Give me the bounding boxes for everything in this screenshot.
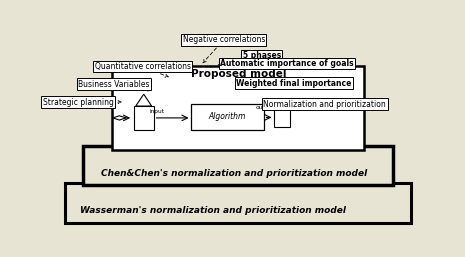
Text: Chen&Chen's normalization and prioritization model: Chen&Chen's normalization and prioritiza… xyxy=(101,169,368,178)
Text: Weighted final importance: Weighted final importance xyxy=(237,79,352,88)
Text: Automatic importance of goals: Automatic importance of goals xyxy=(220,59,354,68)
Bar xyxy=(112,67,365,150)
Text: Quantitative correlations: Quantitative correlations xyxy=(95,62,191,77)
Bar xyxy=(65,183,411,223)
Text: 5 phases: 5 phases xyxy=(219,51,281,66)
Text: Strategic planning: Strategic planning xyxy=(42,98,121,107)
Bar xyxy=(192,104,264,130)
Bar xyxy=(134,106,153,130)
Text: output: output xyxy=(256,105,275,111)
Text: Business Variables: Business Variables xyxy=(78,80,152,91)
Bar xyxy=(83,146,393,185)
Text: Proposed model: Proposed model xyxy=(191,69,286,79)
Text: input: input xyxy=(150,109,165,114)
Text: Wasserman's normalization and prioritization model: Wasserman's normalization and prioritiza… xyxy=(80,206,346,215)
Text: Algorithm: Algorithm xyxy=(209,112,246,121)
Polygon shape xyxy=(136,94,152,106)
Polygon shape xyxy=(113,116,126,120)
Bar xyxy=(274,108,290,127)
Text: Normalization and prioritization: Normalization and prioritization xyxy=(264,99,386,108)
Text: Negative correlations: Negative correlations xyxy=(183,35,265,63)
